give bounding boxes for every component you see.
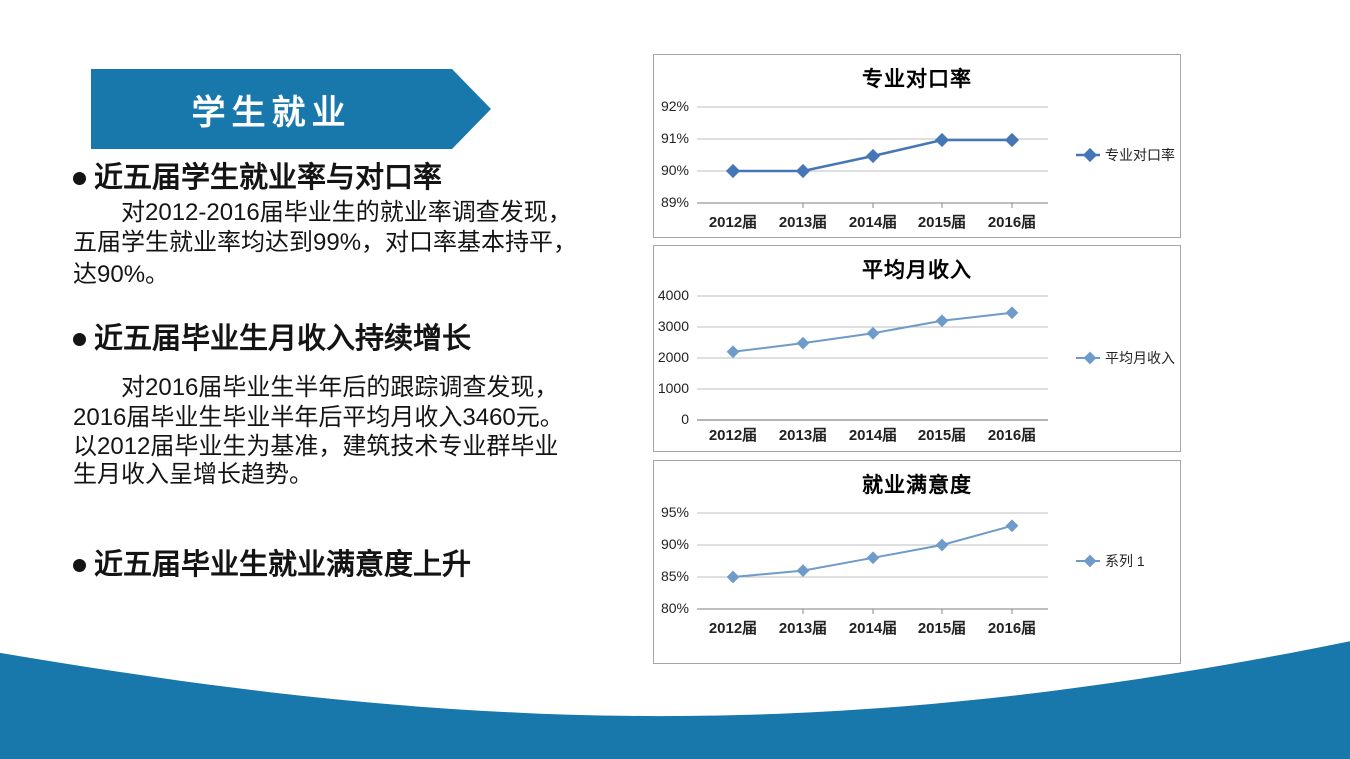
svg-text:2012届: 2012届: [709, 620, 757, 637]
svg-text:90%: 90%: [661, 536, 689, 552]
svg-text:2015届: 2015届: [918, 214, 966, 231]
svg-text:系列 1: 系列 1: [1105, 553, 1145, 569]
svg-text:专业对口率: 专业对口率: [1105, 147, 1175, 163]
svg-text:2016届: 2016届: [988, 214, 1036, 231]
svg-text:92%: 92%: [661, 98, 689, 114]
svg-text:2012届: 2012届: [709, 427, 757, 444]
svg-text:89%: 89%: [661, 194, 689, 210]
svg-text:2000: 2000: [658, 349, 689, 365]
svg-text:2013届: 2013届: [779, 620, 827, 637]
svg-text:4000: 4000: [658, 287, 689, 303]
svg-text:平均月收入: 平均月收入: [1105, 350, 1175, 366]
svg-text:2014届: 2014届: [849, 214, 897, 231]
svg-text:2013届: 2013届: [779, 214, 827, 231]
svg-text:2012届: 2012届: [709, 214, 757, 231]
svg-text:2016届: 2016届: [988, 620, 1036, 637]
svg-text:2013届: 2013届: [779, 427, 827, 444]
svg-text:90%: 90%: [661, 162, 689, 178]
svg-text:2015届: 2015届: [918, 427, 966, 444]
svg-text:1000: 1000: [658, 380, 689, 396]
svg-text:2014届: 2014届: [849, 620, 897, 637]
svg-text:91%: 91%: [661, 130, 689, 146]
svg-text:2014届: 2014届: [849, 427, 897, 444]
svg-text:2016届: 2016届: [988, 427, 1036, 444]
svg-text:3000: 3000: [658, 318, 689, 334]
svg-text:85%: 85%: [661, 568, 689, 584]
svg-text:0: 0: [681, 411, 689, 427]
svg-text:80%: 80%: [661, 600, 689, 616]
svg-text:2015届: 2015届: [918, 620, 966, 637]
svg-text:95%: 95%: [661, 504, 689, 520]
